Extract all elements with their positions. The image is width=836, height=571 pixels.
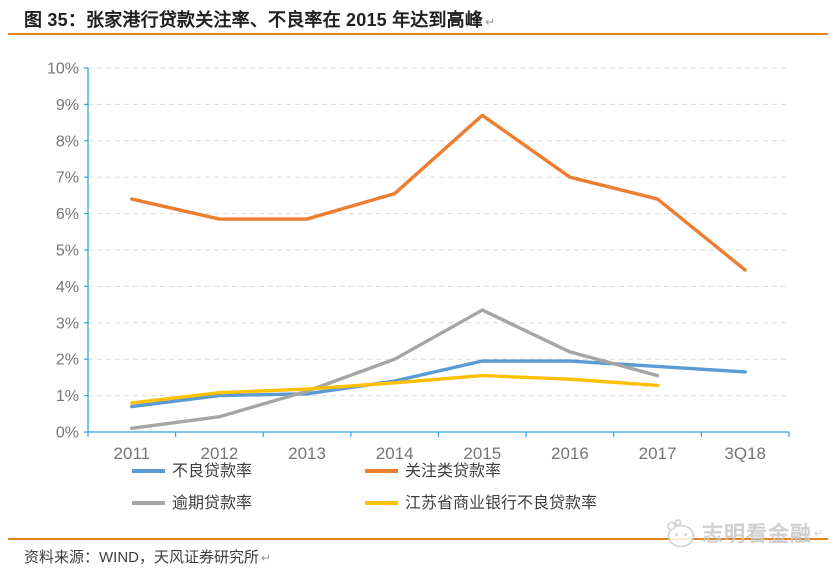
figure-title: 图 35：张家港行贷款关注率、不良率在 2015 年达到高峰 ↵ <box>24 6 495 32</box>
y-tick-label: 1% <box>56 388 79 405</box>
series-line-0 <box>130 359 747 409</box>
legend-swatch-icon <box>365 468 398 473</box>
y-tick-label: 9% <box>56 97 79 114</box>
x-tick-label: 2012 <box>201 444 239 463</box>
footer-divider <box>8 538 828 540</box>
y-tick-label: 5% <box>56 243 79 260</box>
y-tick-label: 6% <box>56 206 79 223</box>
y-tick-label: 3% <box>56 315 79 332</box>
x-tick-label: 2014 <box>376 444 414 463</box>
legend-swatch-icon <box>365 500 398 505</box>
legend-swatch-icon <box>132 500 165 505</box>
y-tick-label: 0% <box>56 425 79 442</box>
watermark: 志明看金融 ↵ <box>664 515 823 551</box>
x-tick-label: 2017 <box>639 444 677 463</box>
watermark-return-icon: ↵ <box>814 527 824 540</box>
x-tick-label: 2015 <box>463 444 501 463</box>
paragraph-return-icon: ↵ <box>485 15 496 29</box>
legend-label: 关注类贷款率 <box>405 463 502 480</box>
y-tick-label: 2% <box>56 352 79 369</box>
watermark-logo-icon <box>667 519 695 548</box>
x-tick-label: 2016 <box>551 444 589 463</box>
y-tick-label: 8% <box>56 133 79 150</box>
source-return-icon: ↵ <box>261 551 272 565</box>
legend-item-3: 江苏省商业银行不良贷款率 <box>365 494 597 514</box>
legend-item-1: 关注类贷款率 <box>365 462 501 482</box>
legend-item-0: 不良贷款率 <box>132 462 252 482</box>
x-tick-label: 2013 <box>288 444 326 463</box>
source-note-text: 资料来源：WIND，天风证券研究所 <box>24 549 259 566</box>
series-line-3 <box>130 373 660 405</box>
x-tick-label: 2011 <box>114 444 151 463</box>
series-line-2 <box>130 308 660 431</box>
line-chart: 0% 1% 2% 3% 4% 5% 6% 7% 8% 9% 10% 2011 2012 2013 2014 2… <box>47 61 790 463</box>
legend-item-2: 逾期贷款率 <box>132 494 252 514</box>
title-divider <box>8 33 828 35</box>
legend-label: 不良贷款率 <box>172 463 253 480</box>
source-note: 资料来源：WIND，天风证券研究所 ↵ <box>24 546 271 567</box>
y-tick-label: 10% <box>47 61 79 78</box>
legend-label: 江苏省商业银行不良贷款率 <box>405 495 598 512</box>
figure-title-text: 图 35：张家港行贷款关注率、不良率在 2015 年达到高峰 <box>24 10 484 30</box>
y-tick-label: 4% <box>56 279 79 296</box>
watermark-text: 志明看金融 <box>702 523 812 546</box>
legend-label: 逾期贷款率 <box>172 495 253 512</box>
legend-swatch-icon <box>132 468 165 473</box>
series-line-1 <box>130 113 747 272</box>
x-tick-label: 3Q18 <box>724 444 766 463</box>
y-tick-label: 7% <box>56 170 79 187</box>
